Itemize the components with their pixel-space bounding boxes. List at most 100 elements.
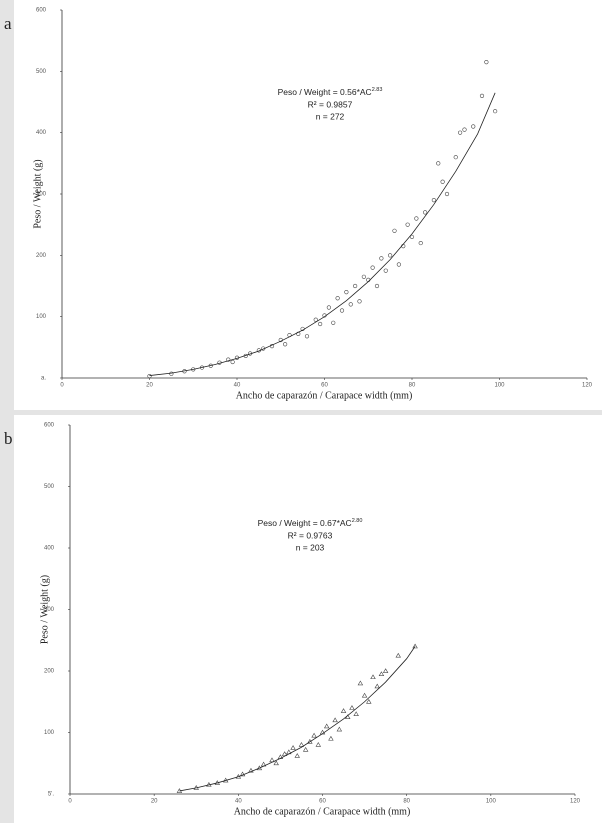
point <box>383 268 388 273</box>
point <box>281 751 288 756</box>
point <box>479 93 485 98</box>
point <box>169 371 174 376</box>
point <box>357 680 364 686</box>
point <box>378 671 385 676</box>
x-tick-label: 100 <box>486 799 497 805</box>
r-squared: R² = 0.9857 <box>308 99 353 109</box>
point <box>147 374 152 379</box>
panel-a <box>14 0 602 410</box>
point <box>453 155 458 160</box>
equation: Peso / Weight = 0.56*AC2.83 <box>278 87 383 97</box>
y-tick-label: 100 <box>44 730 55 736</box>
point <box>370 674 376 680</box>
point <box>331 320 336 325</box>
x-tick-label: 40 <box>234 383 241 389</box>
point <box>273 760 279 766</box>
point <box>302 746 309 752</box>
point <box>431 198 436 203</box>
point <box>366 698 372 704</box>
point <box>412 643 418 649</box>
point <box>332 717 338 723</box>
y-axis-label: Peso / Weight (g) <box>32 159 43 228</box>
point <box>326 305 331 310</box>
point <box>294 753 300 758</box>
panel-label: a <box>4 14 12 33</box>
equation: Peso / Weight = 0.67*AC2.80 <box>258 518 363 528</box>
point <box>349 705 355 710</box>
point <box>357 299 362 304</box>
point <box>361 692 368 698</box>
equation-exponent: 2.83 <box>372 87 383 93</box>
fit-line <box>179 646 416 792</box>
point <box>458 130 463 135</box>
x-tick-label: 0 <box>60 383 64 389</box>
point <box>379 256 384 261</box>
y-tick-label: 400 <box>44 546 55 552</box>
y-tick-label: 400 <box>36 130 47 136</box>
y-axis-label: Peso / Weight (g) <box>39 575 50 644</box>
point <box>226 357 231 362</box>
point <box>298 742 305 747</box>
panel-label: b <box>4 429 13 448</box>
point <box>339 308 345 313</box>
point <box>382 668 389 673</box>
point <box>396 262 401 267</box>
fit-line <box>149 92 496 376</box>
point <box>344 290 349 295</box>
x-tick-label: 60 <box>319 799 326 805</box>
x-tick-label: 120 <box>570 799 581 805</box>
x-tick-label: 0 <box>68 799 72 805</box>
x-tick-label: 60 <box>321 383 328 389</box>
point <box>311 732 317 738</box>
x-tick-label: 80 <box>403 799 410 805</box>
point <box>290 745 296 750</box>
y-tick-label: 5'. <box>48 792 54 798</box>
point <box>353 283 358 289</box>
point <box>405 222 410 227</box>
point <box>323 723 330 729</box>
point <box>374 283 380 289</box>
point <box>239 771 246 777</box>
x-tick-label: 120 <box>582 383 593 389</box>
point <box>444 191 450 197</box>
point <box>493 109 498 114</box>
point <box>315 742 322 747</box>
y-tick-label: 200 <box>36 253 47 259</box>
point <box>471 124 476 129</box>
x-tick-label: 80 <box>409 383 416 389</box>
point <box>313 317 318 322</box>
point <box>370 265 375 270</box>
sample-size: n = 272 <box>316 111 345 121</box>
point <box>374 683 380 689</box>
point <box>392 228 397 233</box>
point <box>348 302 353 307</box>
point <box>248 767 254 773</box>
point <box>484 60 489 65</box>
point <box>335 296 340 301</box>
y-tick-label: 500 <box>44 484 55 490</box>
y-tick-label: 300 <box>44 607 55 613</box>
point <box>409 234 415 240</box>
point <box>269 757 275 763</box>
y-tick-label: 600 <box>44 423 55 429</box>
r-squared: R² = 0.9763 <box>288 530 333 540</box>
y-tick-label: 100 <box>36 314 47 320</box>
point <box>361 274 366 279</box>
x-tick-label: 40 <box>235 799 242 805</box>
point <box>462 127 467 132</box>
y-tick-label: a. <box>41 376 46 382</box>
point <box>436 161 441 166</box>
y-tick-label: 500 <box>36 69 47 75</box>
point <box>318 321 323 327</box>
point <box>414 216 419 221</box>
point <box>340 708 347 713</box>
point <box>283 342 288 347</box>
equation-text: Peso / Weight = 0.67*AC <box>258 518 352 528</box>
point <box>388 253 393 258</box>
x-axis-label: Ancho de caparazón / Carapace width (mm) <box>236 390 413 401</box>
panel-b <box>14 415 602 823</box>
x-axis-label: Ancho de caparazón / Carapace width (mm) <box>234 806 411 817</box>
point <box>353 711 359 716</box>
y-tick-label: 200 <box>44 669 55 675</box>
